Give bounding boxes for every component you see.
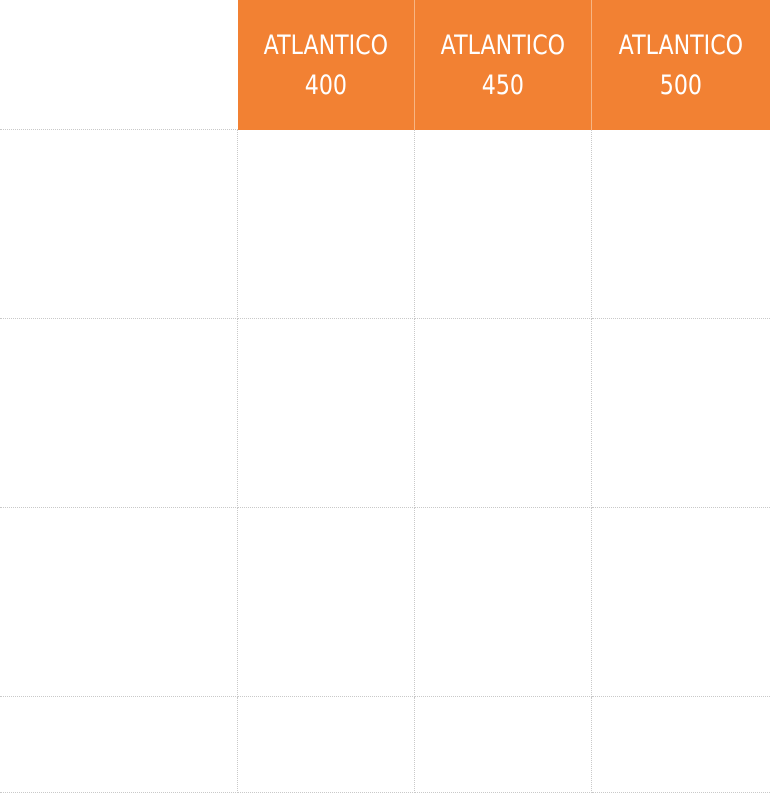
row-label-cell [0, 130, 238, 319]
column-header-atlantico-400: ATLANTICO 400 [238, 0, 415, 130]
column-header-model: 400 [304, 70, 348, 101]
column-header-atlantico-450: ATLANTICO 450 [415, 0, 592, 130]
column-header-label: ATLANTICO 500 [619, 26, 743, 106]
column-header-label: ATLANTICO 400 [264, 26, 388, 106]
table-cell [415, 697, 592, 793]
table-cell [238, 130, 415, 319]
column-header-model: 450 [481, 70, 525, 101]
column-header-atlantico-500: ATLANTICO 500 [592, 0, 770, 130]
column-header-label: ATLANTICO 450 [441, 26, 565, 106]
column-header-name: ATLANTICO [263, 30, 389, 61]
row-label-cell [0, 697, 238, 793]
column-header-name: ATLANTICO [618, 30, 744, 61]
table-cell [415, 508, 592, 697]
column-header-model: 500 [659, 70, 703, 101]
table-cell [238, 697, 415, 793]
table-cell [415, 130, 592, 319]
table-cell [592, 130, 770, 319]
row-label-cell [0, 319, 238, 508]
table-cell [592, 319, 770, 508]
header-corner-cell [0, 0, 238, 130]
table-cell [592, 697, 770, 793]
table-cell [238, 319, 415, 508]
row-label-cell [0, 508, 238, 697]
table-cell [238, 508, 415, 697]
table-cell [415, 319, 592, 508]
table-cell [592, 508, 770, 697]
column-header-name: ATLANTICO [440, 30, 566, 61]
